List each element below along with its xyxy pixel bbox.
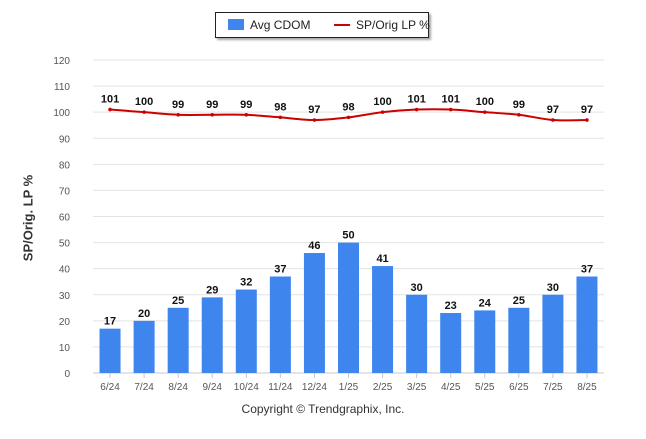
x-tick-label: 6/24	[100, 382, 120, 393]
bar-value-label: 46	[308, 240, 320, 252]
line-point	[551, 118, 555, 122]
y-tick-label: 0	[64, 369, 70, 380]
bar	[201, 297, 223, 373]
line-value-label: 100	[373, 96, 391, 108]
x-tick-label: 1/25	[339, 382, 359, 393]
line-point	[244, 112, 249, 117]
bar	[235, 289, 257, 373]
line-value-label: 97	[547, 104, 559, 116]
x-tick-label: 9/24	[202, 382, 222, 393]
bar	[474, 310, 496, 373]
bar	[508, 307, 530, 373]
y-tick-label: 50	[59, 239, 71, 250]
line-value-label: 101	[407, 94, 425, 106]
line-point	[108, 107, 112, 112]
line-value-label: 99	[513, 99, 525, 111]
y-tick-label: 110	[54, 82, 70, 93]
bar-value-label: 32	[240, 277, 252, 289]
line-point	[312, 118, 317, 122]
bar-value-label: 37	[274, 263, 286, 275]
line-point	[142, 110, 146, 114]
line-point	[517, 112, 521, 117]
x-tick-label: 3/25	[407, 382, 427, 393]
line-point	[210, 112, 215, 117]
x-tick-label: 4/25	[441, 382, 461, 393]
line-value-label: 98	[342, 101, 354, 113]
x-tick-label: 8/24	[168, 382, 188, 393]
bar-value-label: 29	[206, 284, 218, 296]
y-tick-label: 10	[59, 343, 71, 354]
line-point	[380, 110, 385, 114]
legend-label-cdom: Avg CDOM	[250, 18, 311, 32]
bar-value-label: 30	[547, 282, 559, 294]
bar-value-label: 50	[342, 230, 354, 242]
bar	[372, 266, 394, 373]
bar	[338, 242, 359, 373]
x-tick-label: 6/25	[509, 382, 529, 393]
x-tick-label: 12/24	[302, 382, 327, 393]
line-point	[482, 110, 487, 114]
line-value-label: 99	[206, 99, 218, 111]
line-point	[585, 118, 589, 122]
bar-value-label: 37	[581, 263, 593, 275]
bar	[440, 313, 462, 373]
bar	[303, 253, 325, 373]
bar-value-label: 41	[376, 253, 388, 265]
bar-value-label: 24	[479, 297, 492, 309]
bar-value-label: 23	[445, 300, 457, 312]
line-point	[346, 115, 351, 120]
bar	[167, 307, 189, 373]
line-value-label: 100	[135, 96, 153, 108]
bar	[542, 294, 564, 373]
y-tick-label: 40	[59, 265, 71, 276]
line-value-label: 101	[101, 94, 119, 106]
legend-line-swatch	[334, 24, 350, 26]
y-tick-label: 60	[59, 213, 71, 224]
x-tick-label: 7/24	[134, 382, 154, 393]
bar-value-label: 20	[138, 308, 150, 320]
y-axis-label: SP/Orig. LP %	[20, 174, 36, 262]
line-value-label: 98	[274, 101, 286, 113]
x-tick-label: 5/25	[475, 382, 495, 393]
bar-value-label: 25	[172, 295, 184, 307]
bar	[133, 320, 155, 373]
y-tick-label: 90	[59, 134, 71, 145]
x-tick-label: 11/24	[268, 382, 293, 393]
line-value-label: 97	[581, 104, 593, 116]
bar-value-label: 17	[104, 316, 116, 328]
legend-bar-swatch	[228, 19, 244, 30]
line-value-label: 99	[240, 99, 252, 111]
x-tick-label: 10/24	[234, 382, 259, 393]
bar	[99, 328, 121, 373]
legend-label-sp: SP/Orig LP %	[356, 18, 430, 32]
y-tick-label: 100	[53, 108, 70, 119]
line-value-label: 97	[308, 104, 320, 116]
line-value-label: 100	[476, 96, 494, 108]
y-tick-label: 20	[59, 317, 71, 328]
copyright-text: Copyright © Trendgraphix, Inc.	[241, 402, 405, 416]
line-point	[414, 107, 419, 112]
bar	[406, 294, 428, 373]
bar-value-label: 25	[513, 295, 525, 307]
y-tick-label: 70	[59, 186, 71, 197]
bar-value-label: 30	[411, 282, 423, 294]
bar	[269, 276, 291, 373]
line-value-label: 101	[442, 94, 460, 106]
x-tick-label: 7/25	[543, 382, 563, 393]
line-point	[448, 107, 453, 112]
line-value-label: 99	[172, 99, 184, 111]
y-tick-label: 30	[59, 291, 71, 302]
x-tick-label: 2/25	[373, 382, 393, 393]
x-tick-label: 8/25	[577, 382, 597, 393]
line-point	[278, 115, 283, 120]
y-tick-label: 80	[59, 160, 71, 171]
y-tick-label: 120	[53, 56, 70, 67]
bar	[576, 276, 598, 373]
line-point	[176, 112, 180, 117]
legend: Avg CDOM SP/Orig LP %	[215, 12, 430, 38]
